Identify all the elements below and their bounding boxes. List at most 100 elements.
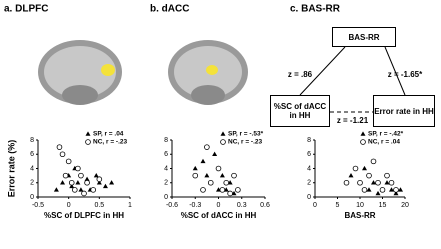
point [102,183,108,189]
legend-marker [220,131,226,136]
y-tick-label: 2 [164,180,168,187]
point [370,158,377,165]
point [366,187,372,192]
y-tick-label: 4 [164,165,168,172]
point [90,187,96,193]
point [235,187,241,193]
point [348,173,354,178]
legend-marker [220,139,226,145]
point [393,187,399,193]
y-tick-label: 0 [164,194,168,201]
y-tick-label: 0 [307,194,311,201]
point [62,172,69,179]
point [388,179,395,186]
node: BAS-RR [332,27,396,47]
node: Error rate in HH [373,95,435,127]
x-tick-label: 10 [356,202,364,209]
x-tick-label: 15 [379,202,387,209]
y-tick-label: 2 [30,180,34,187]
panel-title: b. dACC [150,4,189,15]
point [93,173,99,178]
x-tick-label: -0.5 [32,202,44,209]
point [352,165,359,172]
point [60,180,66,185]
y-tick-label: 6 [30,151,34,158]
legend-label: SP, r = -.42* [368,131,404,138]
point [357,179,363,186]
legend-marker [85,139,91,145]
point [192,172,199,179]
point [109,180,115,185]
x-tick-label: 0.5 [94,202,104,209]
y-tick-label: 4 [307,165,311,172]
edge-label: z = -1.21 [336,116,369,125]
point [371,180,376,185]
point [223,179,230,186]
legend-label: NC, r = -.23 [93,139,128,146]
y-tick-label: 0 [30,194,34,201]
point [53,187,59,192]
point [215,165,222,172]
x-tick-label: 1 [128,202,132,209]
point [81,190,87,197]
y-tick-label: 6 [307,151,311,158]
x-tick-label: 0 [217,202,221,209]
x-tick-label: 0.6 [260,202,270,209]
point [343,179,350,186]
point [200,158,206,164]
x-axis-label: %SC of DLPFC in HH [44,211,124,220]
point [389,187,394,192]
x-axis-label: BAS-RR [344,211,376,220]
legend-label: NC, r = .04 [368,139,400,146]
point [227,190,233,197]
point [84,179,90,186]
point [84,176,90,181]
point [384,180,390,185]
y-tick-label: 6 [164,151,168,158]
point [366,172,372,179]
point [96,180,102,185]
point [59,151,66,158]
x-axis-label: %SC of dACC in HH [180,211,257,220]
legend-label: SP, r = -.53* [228,131,264,138]
point [219,187,226,193]
point [231,172,237,179]
legend-label: SP, r = .04 [93,131,124,138]
point [78,187,84,192]
point [68,179,75,186]
node: %SC of dACC in HH [270,95,330,127]
point [65,158,72,165]
point [204,144,210,150]
x-tick-label: 0.3 [237,202,247,209]
point [75,180,81,185]
legend-marker [360,139,366,145]
x-tick-label: 0 [313,202,317,209]
edge-label: z = .86 [287,70,313,79]
point [75,165,81,172]
y-tick-label: 8 [30,137,34,144]
legend-marker [360,131,366,136]
diagram-arrows [299,46,406,113]
point [384,172,390,179]
legend-label: NC, r = -.23 [228,139,263,146]
point [56,144,63,150]
point [398,187,403,192]
y-tick-label: 8 [307,137,311,144]
x-tick-label: 5 [336,202,340,209]
point [375,190,381,196]
point [361,187,368,193]
point [207,179,214,186]
point [379,187,386,193]
point [375,179,381,186]
point [219,173,225,178]
panel-title: c. BAS-RR [290,4,341,15]
point [96,176,103,182]
brain-b [168,40,248,105]
point [69,183,75,189]
y-tick-label: 8 [164,137,168,144]
y-tick-label: 2 [307,180,311,187]
point [204,173,210,178]
y-tick-label: 4 [30,165,34,172]
